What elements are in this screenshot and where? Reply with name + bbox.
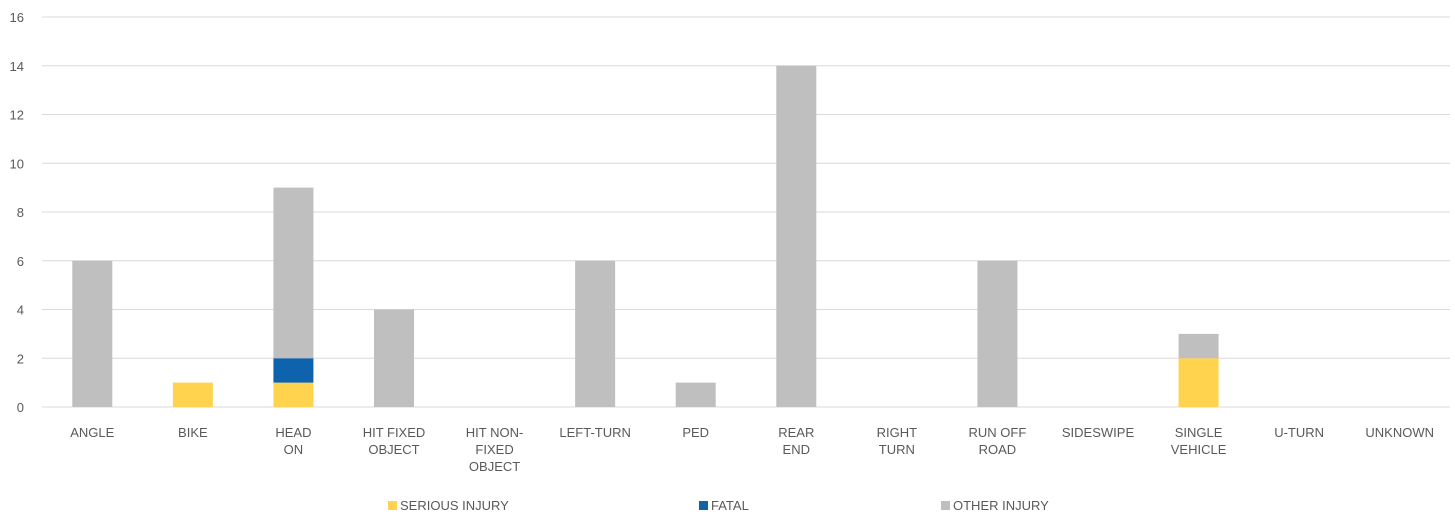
bar-segment-other-injury xyxy=(72,260,113,407)
legend-item-other-injury: OTHER INJURY xyxy=(941,498,1049,513)
x-tick-label-line: ROAD xyxy=(979,442,1017,457)
x-tick-label-line: ANGLE xyxy=(70,425,114,440)
x-tick-label: REAR END xyxy=(778,425,814,457)
y-tick-label: 0 xyxy=(17,400,24,415)
x-tick-label: SINGLE VEHICLE xyxy=(1171,425,1227,457)
x-tick-label-line: END xyxy=(783,442,810,457)
gridlines xyxy=(42,16,1450,408)
x-tick-label-line: HEAD xyxy=(275,425,311,440)
x-tick-label-line: SINGLE xyxy=(1175,425,1223,440)
x-tick-label: HIT FIXED OBJECT xyxy=(363,425,426,457)
x-tick-label: RUN OFF ROAD xyxy=(969,425,1027,457)
x-tick-label: SIDESWIPE xyxy=(1062,425,1135,440)
y-tick-label: 4 xyxy=(17,303,24,318)
legend-label: SERIOUS INJURY xyxy=(400,498,509,513)
y-tick-label: 10 xyxy=(10,156,24,171)
bar-segment-fatal xyxy=(273,358,314,383)
bar-segment-serious-injury xyxy=(1178,358,1219,407)
y-tick-label: 16 xyxy=(10,10,24,25)
y-tick-label: 12 xyxy=(10,108,24,123)
x-tick-label-line: UNKNOWN xyxy=(1365,425,1434,440)
x-tick-label-line: REAR xyxy=(778,425,814,440)
x-tick-label-line: PED xyxy=(682,425,709,440)
bar-segment-other-injury xyxy=(575,260,616,407)
x-tick-label: UNKNOWN xyxy=(1365,425,1434,440)
x-tick-label-line: RUN OFF xyxy=(969,425,1027,440)
x-tick-label: PED xyxy=(682,425,709,440)
legend-swatch xyxy=(699,501,708,510)
legend-swatch xyxy=(388,501,397,510)
x-tick-label-line: U-TURN xyxy=(1274,425,1324,440)
bar-segment-other-injury xyxy=(776,65,817,407)
x-tick-label: HIT NON- FIXED OBJECT xyxy=(466,425,524,474)
y-tick-label: 14 xyxy=(10,59,24,74)
x-tick-label-line: HIT FIXED xyxy=(363,425,426,440)
bar-segment-other-injury xyxy=(273,187,314,359)
y-tick-label: 2 xyxy=(17,351,24,366)
bars xyxy=(72,65,1219,407)
y-tick-label: 8 xyxy=(17,205,24,220)
bar-segment-serious-injury xyxy=(172,382,213,407)
y-tick-label: 6 xyxy=(17,254,24,269)
bar-segment-other-injury xyxy=(977,260,1018,407)
x-tick-label-line: RIGHT xyxy=(877,425,918,440)
legend-item-fatal: FATAL xyxy=(699,498,749,513)
legend-label: OTHER INJURY xyxy=(953,498,1049,513)
x-tick-label-line: BIKE xyxy=(178,425,208,440)
x-tick-label-line: FIXED xyxy=(475,442,513,457)
bar-segment-other-injury xyxy=(374,309,414,407)
legend-label: FATAL xyxy=(711,498,749,513)
x-tick-label-line: SIDESWIPE xyxy=(1062,425,1135,440)
x-tick-label-line: HIT NON- xyxy=(466,425,524,440)
bar-segment-serious-injury xyxy=(273,382,314,407)
x-tick-label-line: OBJECT xyxy=(368,442,419,457)
x-tick-label-line: ON xyxy=(284,442,304,457)
x-tick-label: RIGHT TURN xyxy=(877,425,918,457)
x-tick-label: U-TURN xyxy=(1274,425,1324,440)
x-tick-label: ANGLE xyxy=(70,425,114,440)
legend-swatch xyxy=(941,501,950,510)
chart-legend: SERIOUS INJURY FATAL OTHER INJURY xyxy=(0,498,1455,514)
x-tick-label: HEAD ON xyxy=(275,425,311,457)
y-axis-ticks: 0 2 4 6 8 10 12 14 16 xyxy=(10,10,24,415)
bar-segment-other-injury xyxy=(675,382,716,407)
x-tick-label: BIKE xyxy=(178,425,208,440)
x-tick-label-line: VEHICLE xyxy=(1171,442,1227,457)
bar-segment-other-injury xyxy=(1178,333,1219,359)
x-tick-label-line: OBJECT xyxy=(469,459,520,474)
x-tick-label-line: TURN xyxy=(879,442,915,457)
legend-item-serious-injury: SERIOUS INJURY xyxy=(388,498,509,513)
stacked-bar-chart: 0 2 4 6 8 10 12 14 16 ANGLE BIKE HEAD ON HIT FIXED OB… xyxy=(10,10,1450,474)
x-tick-label-line: LEFT-TURN xyxy=(559,425,631,440)
x-tick-label: LEFT-TURN xyxy=(559,425,631,440)
x-axis-ticks: ANGLE BIKE HEAD ON HIT FIXED OBJECT HIT NON- FI… xyxy=(70,425,1434,474)
